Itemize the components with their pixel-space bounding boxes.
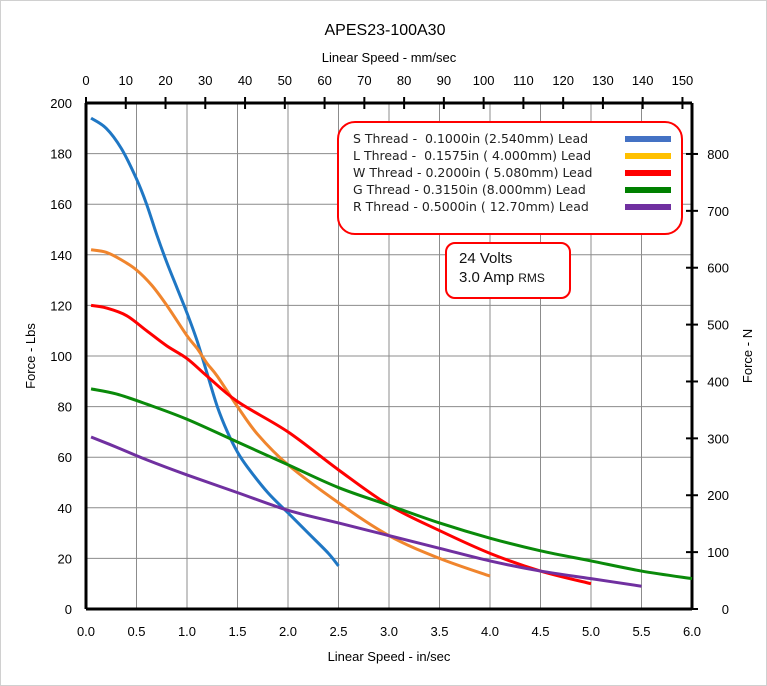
y-tick-label: 100	[50, 349, 72, 364]
y-tick-label: 160	[50, 197, 72, 212]
y2-tick-label: 200	[707, 488, 729, 503]
legend: S Thread - 0.1000in (2.540mm) Lead L Thr…	[337, 121, 683, 235]
series-line-4	[90, 387, 693, 581]
x2-tick-label: 120	[552, 73, 574, 88]
y-tick-label: 120	[50, 298, 72, 313]
y2-tick-label: 400	[707, 374, 729, 389]
x2-tick-label: 140	[632, 73, 654, 88]
x2-tick-label: 80	[397, 73, 411, 88]
x-tick-label: 5.5	[632, 624, 650, 639]
legend-label-r: R Thread - 0.5000in ( 12.70mm) Lead	[353, 199, 589, 214]
y2-tick-label: 300	[707, 431, 729, 446]
y-axis-title: Force - Lbs	[23, 323, 38, 389]
x-axis-title: Linear Speed - in/sec	[328, 649, 451, 664]
y2-tick-label: 500	[707, 318, 729, 333]
y-tick-label: 200	[50, 96, 72, 111]
x2-tick-label: 150	[672, 73, 694, 88]
legend-swatch-g	[625, 187, 671, 193]
x2-tick-label: 50	[278, 73, 292, 88]
y-tick-label: 0	[65, 602, 72, 617]
x2-tick-label: 100	[473, 73, 495, 88]
legend-swatch-w	[625, 170, 671, 176]
x2-tick-label: 70	[357, 73, 371, 88]
x-tick-label: 0.5	[127, 624, 145, 639]
y-tick-label: 180	[50, 147, 72, 162]
legend-label-s: S Thread - 0.1000in (2.540mm) Lead	[353, 131, 589, 146]
x-tick-label: 3.5	[430, 624, 448, 639]
current-value: 3.0 Amp	[459, 269, 519, 286]
x2-tick-label: 30	[198, 73, 212, 88]
y-tick-label: 140	[50, 248, 72, 263]
legend-swatch-s	[625, 136, 671, 142]
x2-tick-label: 20	[158, 73, 172, 88]
y2-tick-label: 0	[722, 602, 729, 617]
x2-tick-label: 0	[82, 73, 89, 88]
legend-swatch-r	[625, 204, 671, 210]
series-line-3	[90, 303, 592, 586]
x-tick-label: 4.0	[481, 624, 499, 639]
x-tick-label: 4.5	[531, 624, 549, 639]
x-tick-label: 1.0	[178, 624, 196, 639]
series-line-1	[90, 116, 340, 567]
voltage-label: 24 Volts	[459, 250, 513, 267]
legend-label-w: W Thread - 0.2000in ( 5.080mm) Lead	[353, 165, 593, 180]
y2-tick-label: 700	[707, 204, 729, 219]
current-label: 3.0 Amp RMS	[459, 269, 545, 286]
y2-tick-label: 800	[707, 147, 729, 162]
series-line-5	[90, 435, 642, 588]
y-tick-label: 80	[58, 400, 72, 415]
x-tick-label: 2.5	[329, 624, 347, 639]
x-tick-label: 2.0	[279, 624, 297, 639]
legend-label-g: G Thread - 0.3150in (8.000mm) Lead	[353, 182, 586, 197]
y-tick-label: 60	[58, 450, 72, 465]
x2-tick-label: 90	[437, 73, 451, 88]
x-tick-label: 5.0	[582, 624, 600, 639]
voltage-current-note: 24 Volts 3.0 Amp RMS	[445, 242, 571, 299]
x2-tick-label: 40	[238, 73, 252, 88]
x2-tick-label: 10	[119, 73, 133, 88]
legend-swatch-l	[625, 153, 671, 159]
y2-tick-label: 600	[707, 261, 729, 276]
rms-label: RMS	[518, 271, 545, 285]
x-tick-label: 3.0	[380, 624, 398, 639]
legend-label-l: L Thread - 0.1575in ( 4.000mm) Lead	[353, 148, 592, 163]
x-tick-label: 1.5	[228, 624, 246, 639]
x-tick-label: 6.0	[683, 624, 701, 639]
x2-tick-label: 130	[592, 73, 614, 88]
x2-tick-label: 60	[317, 73, 331, 88]
x2-tick-label: 110	[513, 73, 534, 88]
x2-axis-title: Linear Speed - mm/sec	[322, 50, 457, 65]
x-tick-label: 0.0	[77, 624, 95, 639]
y-tick-label: 20	[58, 551, 72, 566]
y-tick-label: 40	[58, 501, 72, 516]
y2-axis-title: Force - N	[740, 329, 755, 383]
chart-title: APES23-100A30	[325, 22, 446, 39]
y2-tick-label: 100	[707, 545, 729, 560]
series-line-2	[90, 248, 491, 578]
